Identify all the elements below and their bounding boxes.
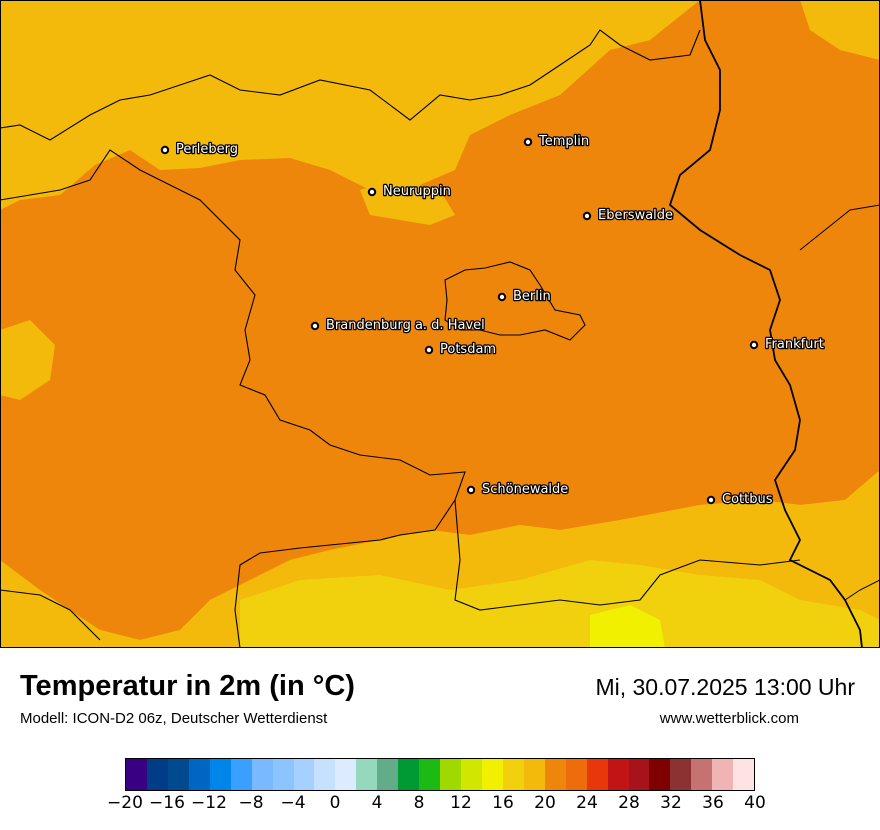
legend-tick-label: −4 — [280, 793, 306, 813]
legend-swatch — [712, 759, 734, 790]
hot-spot — [590, 605, 665, 648]
legend-swatch — [691, 759, 713, 790]
cool-patch — [360, 180, 455, 225]
legend-swatch — [607, 759, 629, 790]
legend-swatch — [649, 759, 671, 790]
legend-tick-label: −12 — [191, 793, 227, 813]
city-templin: Templin — [523, 133, 590, 150]
legend-tick-label: 24 — [576, 793, 598, 813]
color-legend-ticks: −20 −16 −12 −8 −4 0 4 8 12 16 20 24 28 32 36 40 — [107, 793, 766, 823]
legend-tick-label: −20 — [107, 793, 143, 813]
foreign-border — [799, 204, 880, 601]
city-label: Schönewalde — [482, 482, 568, 497]
legend-swatch — [251, 759, 273, 790]
city-dot — [310, 321, 320, 331]
legend-tick-label: −16 — [149, 793, 185, 813]
city-dot — [523, 137, 533, 147]
city-dot — [160, 145, 170, 155]
city-dot — [424, 345, 434, 355]
legend-swatch — [126, 759, 147, 790]
legend-swatch — [544, 759, 566, 790]
legend-swatch — [314, 759, 336, 790]
legend-swatch — [188, 759, 210, 790]
city-dot — [466, 485, 476, 495]
city-label: Frankfurt — [765, 337, 824, 352]
legend-swatch — [272, 759, 294, 790]
city-dot — [367, 187, 377, 197]
city-dot — [706, 495, 716, 505]
state-borders — [0, 29, 801, 648]
warmer-yellow — [240, 560, 880, 648]
city-markers: Perleberg Templin Neuruppin Eberswalde B… — [160, 133, 825, 508]
legend-swatch — [209, 759, 231, 790]
city-schoenewalde: Schönewalde — [466, 481, 570, 498]
legend-swatch — [146, 759, 168, 790]
legend-tick-label: 12 — [450, 793, 472, 813]
warm-zone — [0, 0, 880, 640]
city-frankfurt: Frankfurt — [749, 336, 825, 353]
city-neuruppin: Neuruppin — [367, 183, 452, 200]
city-label: Cottbus — [722, 492, 773, 507]
cool-patch — [800, 0, 880, 60]
national-border — [668, 0, 863, 648]
city-potsdam: Potsdam — [424, 341, 497, 358]
legend-swatch — [440, 759, 461, 790]
city-berlin: Berlin — [497, 288, 552, 305]
legend-tick-label: 36 — [702, 793, 724, 813]
legend-tick-label: 20 — [534, 793, 556, 813]
legend-swatch — [461, 759, 482, 790]
city-cottbus: Cottbus — [706, 491, 774, 508]
city-dot — [749, 340, 759, 350]
legend-swatch — [733, 759, 755, 790]
city-label: Neuruppin — [383, 184, 451, 199]
city-perleberg: Perleberg — [160, 141, 239, 158]
legend-tick-label: 8 — [413, 793, 425, 813]
legend-swatch — [419, 759, 441, 790]
city-label: Perleberg — [176, 142, 238, 157]
cool-patch — [0, 320, 55, 400]
legend-tick-label: 40 — [744, 793, 766, 813]
legend-tick-label: 32 — [660, 793, 682, 813]
city-brandenburg: Brandenburg a. d. Havel — [310, 317, 486, 334]
legend-swatch — [398, 759, 420, 790]
legend-swatch — [377, 759, 399, 790]
city-eberswalde: Eberswalde — [582, 207, 674, 224]
color-legend-bar — [125, 758, 755, 791]
city-label: Eberswalde — [598, 208, 673, 223]
map-svg: Perleberg Templin Neuruppin Eberswalde B… — [0, 0, 880, 648]
legend-tick-label: 0 — [329, 793, 341, 813]
legend-swatch — [230, 759, 252, 790]
legend-swatch — [670, 759, 692, 790]
legend-swatch — [586, 759, 608, 790]
city-label: Brandenburg a. d. Havel — [326, 318, 485, 333]
forecast-datetime: Mi, 30.07.2025 13:00 Uhr — [595, 674, 855, 700]
legend-swatch — [335, 759, 357, 790]
model-info: Modell: ICON-D2 06z, Deutscher Wetterdie… — [20, 710, 328, 727]
legend-tick-label: −8 — [238, 793, 264, 813]
city-dot — [497, 292, 507, 302]
legend-tick-label: 4 — [371, 793, 383, 813]
legend-swatch — [481, 759, 503, 790]
legend-swatch — [628, 759, 650, 790]
legend-swatch — [356, 759, 378, 790]
legend-swatch — [293, 759, 315, 790]
legend-tick-label: 28 — [618, 793, 640, 813]
legend-swatch — [523, 759, 545, 790]
city-label: Berlin — [513, 289, 551, 304]
temperature-map: Perleberg Templin Neuruppin Eberswalde B… — [0, 0, 880, 648]
city-label: Templin — [538, 134, 589, 149]
city-label: Potsdam — [440, 342, 496, 357]
legend-tick-label: 16 — [492, 793, 514, 813]
map-title: Temperatur in 2m (in °C) — [20, 670, 355, 702]
city-dot — [582, 211, 592, 221]
legend-swatch — [167, 759, 189, 790]
legend-swatch — [502, 759, 524, 790]
legend-swatch — [565, 759, 587, 790]
website-credit: www.wetterblick.com — [659, 710, 799, 727]
